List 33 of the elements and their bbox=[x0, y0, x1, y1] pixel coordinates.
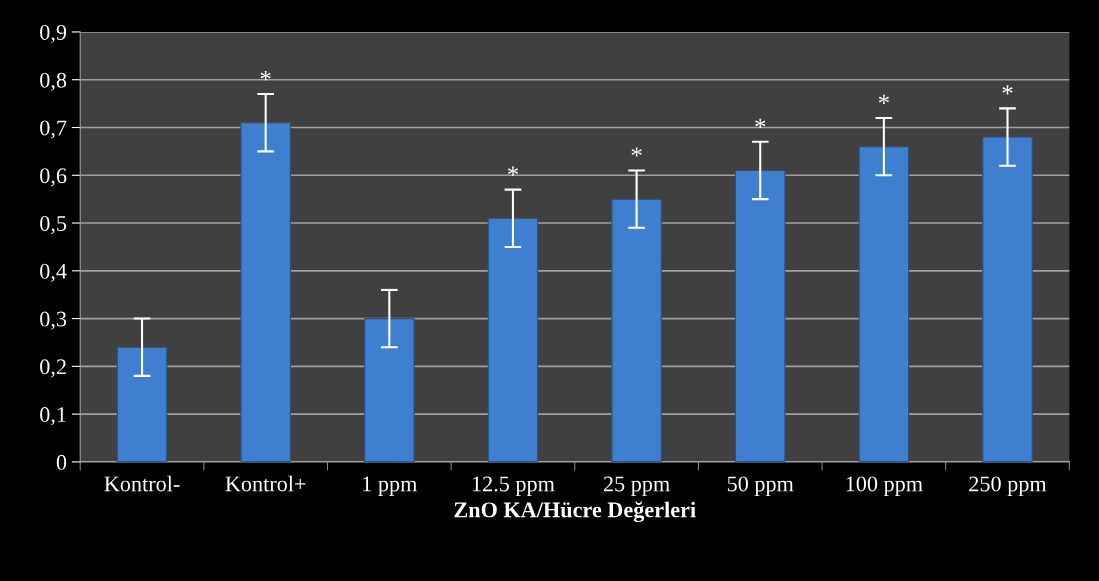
annotation: * bbox=[878, 94, 889, 105]
annotation: * bbox=[755, 118, 766, 128]
bar bbox=[982, 136, 1033, 462]
annotation: * bbox=[260, 70, 271, 81]
y-tick-label: 0,1 bbox=[40, 407, 66, 426]
y-tick-label: 0,7 bbox=[40, 120, 67, 139]
y-tick-label: 0,9 bbox=[40, 24, 67, 44]
y-tick-label: 0,3 bbox=[40, 311, 67, 330]
bar bbox=[487, 217, 539, 462]
x-tick-label: 12.5 ppm bbox=[472, 476, 555, 496]
y-tick-label: 0,8 bbox=[40, 72, 67, 91]
y-tick-label: 0,5 bbox=[40, 215, 67, 235]
bar bbox=[734, 169, 786, 462]
bar bbox=[611, 198, 662, 462]
bar bbox=[116, 346, 168, 462]
x-tick-label: Kontrol+ bbox=[225, 475, 306, 492]
x-tick-label: 250 ppm bbox=[969, 476, 1047, 496]
y-tick-label: 0,4 bbox=[40, 263, 67, 282]
bar bbox=[364, 318, 415, 462]
bar bbox=[858, 146, 910, 462]
annotation: * bbox=[1002, 85, 1013, 95]
x-tick-label: 1 ppm bbox=[363, 476, 418, 496]
bar bbox=[240, 122, 291, 462]
annotation: * bbox=[631, 147, 642, 157]
x-tick-label: 50 ppm bbox=[727, 476, 794, 496]
y-tick-label: 0,2 bbox=[40, 359, 66, 378]
x-tick-label: Kontrol- bbox=[104, 475, 180, 492]
x-tick-label: 25 ppm bbox=[603, 476, 670, 496]
annotation: * bbox=[507, 166, 519, 176]
y-tick-label: 0 bbox=[56, 454, 67, 470]
y-tick-label: 0,6 bbox=[40, 168, 67, 187]
x-axis-title: ZnO KA/Hücre Değerleri bbox=[454, 501, 696, 523]
x-tick-label: 100 ppm bbox=[846, 476, 923, 496]
